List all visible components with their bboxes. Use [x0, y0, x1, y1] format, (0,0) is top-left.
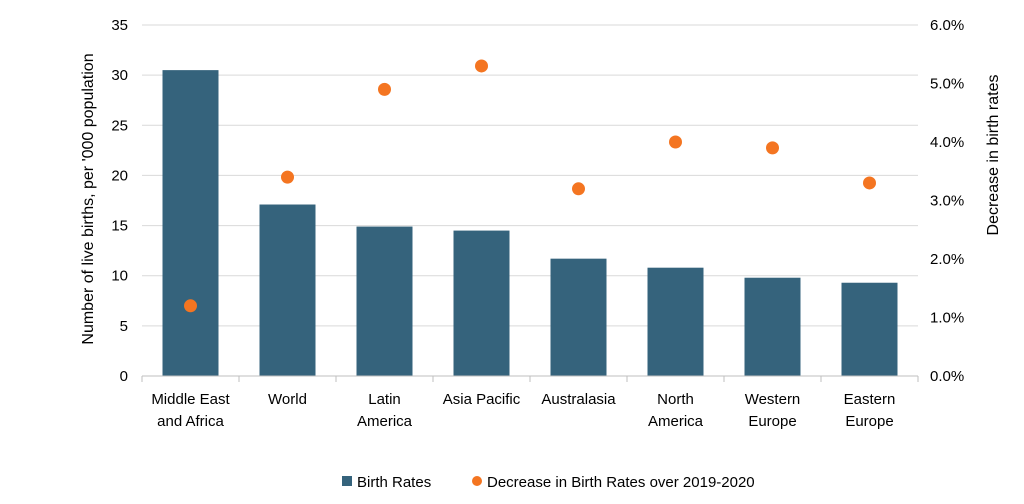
left-tick-label: 15 — [111, 218, 128, 235]
category-label: Asia Pacific — [443, 391, 521, 408]
left-tick-label: 5 — [120, 318, 128, 335]
category-label: and Africa — [157, 413, 224, 430]
right-tick-label: 3.0% — [930, 193, 964, 210]
gridlines — [142, 24, 918, 327]
legend: Birth Rates Decrease in Birth Rates over… — [342, 474, 755, 491]
category-label: Western — [745, 391, 801, 408]
scatter-point — [475, 59, 488, 73]
category-label: Europe — [748, 413, 796, 430]
legend-dot-label: Decrease in Birth Rates over 2019-2020 — [487, 474, 755, 491]
scatter-point — [378, 82, 391, 96]
axes — [141, 375, 919, 382]
bar-series — [162, 70, 898, 376]
left-axis-ticks: 0 5 10 15 20 25 30 35 — [111, 17, 128, 385]
left-tick-label: 25 — [111, 117, 128, 134]
scatter-point — [766, 141, 779, 155]
left-axis-title: Number of live births, per '000 populati… — [80, 53, 97, 344]
category-label: North — [657, 391, 694, 408]
bar — [259, 204, 316, 376]
right-tick-label: 0.0% — [930, 368, 964, 385]
bar — [356, 226, 413, 376]
left-tick-label: 20 — [111, 167, 128, 184]
legend-bar-label: Birth Rates — [357, 474, 431, 491]
scatter-point — [572, 182, 585, 196]
scatter-point — [184, 299, 197, 313]
bar — [841, 282, 898, 376]
legend-dot-swatch — [472, 476, 482, 486]
scatter-point — [863, 176, 876, 190]
category-labels: Middle East and Africa World Latin America As… — [151, 391, 895, 430]
left-tick-label: 0 — [120, 368, 128, 385]
left-tick-label: 35 — [111, 17, 128, 34]
right-tick-label: 5.0% — [930, 76, 964, 93]
right-tick-label: 6.0% — [930, 17, 964, 34]
right-axis-title: Decrease in birth rates — [985, 75, 1002, 236]
category-label: Eastern — [844, 391, 896, 408]
category-label: America — [357, 413, 413, 430]
right-axis-ticks: 0.0% 1.0% 2.0% 3.0% 4.0% 5.0% 6.0% — [930, 17, 964, 385]
bar — [162, 70, 219, 376]
left-tick-label: 30 — [111, 67, 128, 84]
legend-bar-swatch — [342, 476, 352, 486]
category-label: World — [268, 391, 307, 408]
scatter-point — [281, 170, 294, 184]
bar — [647, 267, 704, 376]
right-tick-label: 1.0% — [930, 310, 964, 327]
category-label: Latin — [368, 391, 401, 408]
scatter-series — [184, 59, 876, 313]
bar — [453, 230, 510, 376]
scatter-point — [669, 135, 682, 149]
left-tick-label: 10 — [111, 268, 128, 285]
right-tick-label: 2.0% — [930, 251, 964, 268]
right-tick-label: 4.0% — [930, 134, 964, 151]
bar — [550, 258, 607, 376]
category-label: America — [648, 413, 704, 430]
category-label: Middle East — [151, 391, 230, 408]
category-label: Australasia — [541, 391, 616, 408]
bar — [744, 277, 801, 376]
category-label: Europe — [845, 413, 893, 430]
